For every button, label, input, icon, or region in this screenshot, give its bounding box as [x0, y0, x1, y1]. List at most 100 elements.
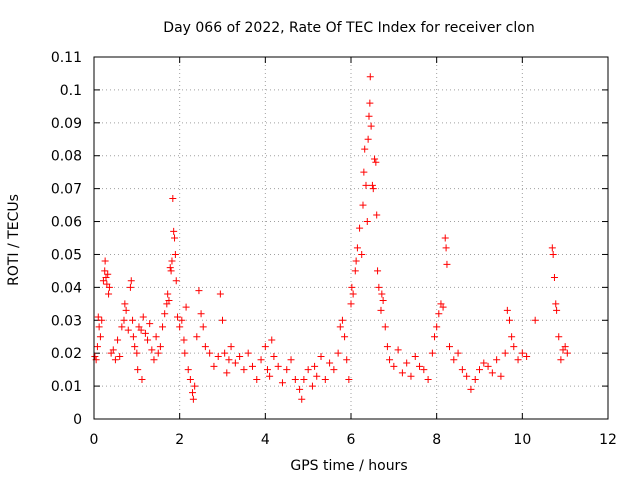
- y-tick-label: 0.09: [51, 116, 82, 132]
- data-point: [497, 372, 505, 380]
- data-point: [369, 185, 377, 193]
- data-point: [505, 316, 513, 324]
- data-point: [266, 372, 274, 380]
- tick-labels: 0 2 4 6 8 10 12 0 0.01 0.02 0.03 0.04 0.05 0.06 0.07 0.…: [51, 50, 617, 448]
- x-tick-label: 4: [261, 432, 270, 448]
- data-point: [510, 343, 518, 351]
- data-point: [383, 343, 391, 351]
- data-point: [450, 356, 458, 364]
- y-tick-label: 0.01: [51, 379, 82, 395]
- data-point: [352, 257, 360, 265]
- data-point: [105, 283, 113, 291]
- data-point: [363, 218, 371, 226]
- data-point: [144, 336, 152, 344]
- data-point: [358, 250, 366, 258]
- data-point: [471, 376, 479, 384]
- data-point: [321, 376, 329, 384]
- data-point: [348, 283, 356, 291]
- data-point: [367, 122, 375, 130]
- plot-frame: [93, 56, 609, 420]
- data-point: [371, 155, 379, 163]
- data-point: [129, 333, 137, 341]
- data-point: [555, 333, 563, 341]
- data-point: [377, 306, 385, 314]
- y-tick-label: 0.1: [60, 83, 82, 99]
- data-point: [126, 283, 134, 291]
- data-point: [96, 333, 104, 341]
- y-tick-label: 0.05: [51, 247, 82, 263]
- data-point: [441, 234, 449, 242]
- data-point: [102, 273, 110, 281]
- data-point: [424, 376, 432, 384]
- data-point: [161, 310, 169, 318]
- data-point: [101, 257, 109, 265]
- data-point: [488, 369, 496, 377]
- data-point: [508, 333, 516, 341]
- data-point: [105, 290, 113, 298]
- data-point: [356, 224, 364, 232]
- data-point: [178, 316, 186, 324]
- data-point: [411, 352, 419, 360]
- data-point: [104, 270, 112, 278]
- data-point: [338, 316, 346, 324]
- data-point: [439, 303, 447, 311]
- data-point: [407, 372, 415, 380]
- y-axis-title: ROTI / TECUs: [6, 194, 22, 286]
- x-tick-label: 12: [599, 432, 617, 448]
- data-point: [480, 359, 488, 367]
- data-point: [458, 366, 466, 374]
- data-point: [420, 366, 428, 374]
- data-point: [365, 112, 373, 120]
- data-point: [523, 352, 531, 360]
- data-point: [503, 306, 511, 314]
- data-point: [360, 168, 368, 176]
- data-point: [364, 135, 372, 143]
- data-point: [343, 356, 351, 364]
- data-point: [223, 369, 231, 377]
- data-point: [139, 313, 147, 321]
- data-point: [362, 181, 370, 189]
- data-point: [454, 349, 462, 357]
- data-point: [227, 343, 235, 351]
- data-point: [94, 313, 102, 321]
- data-point: [127, 277, 135, 285]
- data-point: [394, 346, 402, 354]
- data-point: [182, 303, 190, 311]
- data-point: [111, 356, 119, 364]
- data-point: [193, 333, 201, 341]
- data-point: [403, 359, 411, 367]
- data-point: [172, 277, 180, 285]
- data-point: [189, 395, 197, 403]
- data-point: [101, 267, 109, 275]
- data-point: [550, 273, 558, 281]
- chart-title: Day 066 of 2022, Rate Of TEC Index for r…: [163, 20, 534, 36]
- data-point: [467, 385, 475, 393]
- data-point: [557, 356, 565, 364]
- data-point: [174, 313, 182, 321]
- data-point: [561, 343, 569, 351]
- data-point: [347, 300, 355, 308]
- data-point: [156, 343, 164, 351]
- data-point: [261, 343, 269, 351]
- data-point: [334, 349, 342, 357]
- data-point: [120, 316, 128, 324]
- data-point: [191, 382, 199, 390]
- data-point: [484, 362, 492, 370]
- data-point: [428, 349, 436, 357]
- data-point: [236, 352, 244, 360]
- data-point: [368, 181, 376, 189]
- data-point: [129, 316, 137, 324]
- data-point: [184, 366, 192, 374]
- data-point: [283, 366, 291, 374]
- data-point: [317, 352, 325, 360]
- data-point: [326, 359, 334, 367]
- data-point: [95, 323, 103, 331]
- data-point: [199, 323, 207, 331]
- data-point: [549, 250, 557, 258]
- data-point: [349, 290, 357, 298]
- data-point: [91, 352, 99, 360]
- data-point: [164, 290, 172, 298]
- data-point: [374, 267, 382, 275]
- data-point: [131, 343, 139, 351]
- data-point: [216, 290, 224, 298]
